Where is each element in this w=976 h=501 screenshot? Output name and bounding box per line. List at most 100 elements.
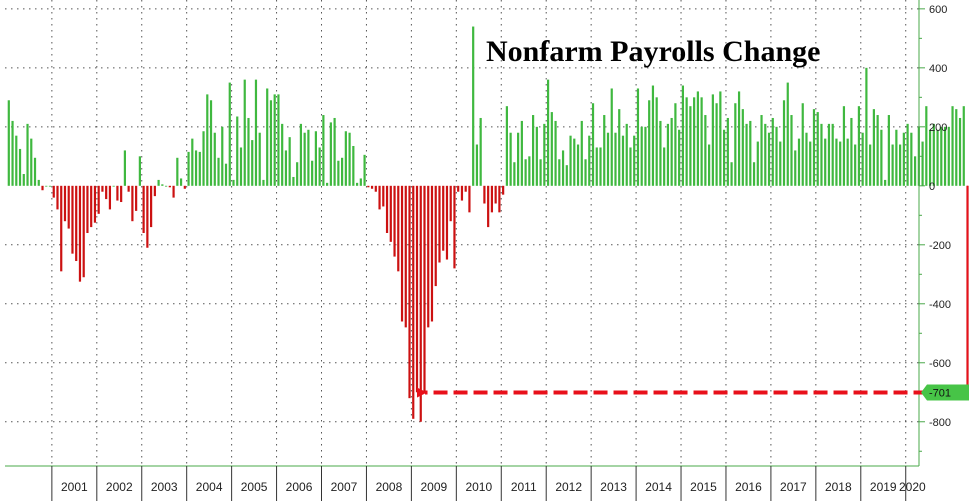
bar <box>299 123 303 186</box>
bar <box>348 132 351 186</box>
bar <box>588 135 591 186</box>
bar <box>26 123 29 186</box>
bar <box>385 185 389 233</box>
bar <box>771 117 774 186</box>
bar <box>187 151 190 186</box>
bar <box>895 129 898 186</box>
bar <box>112 185 115 187</box>
bar <box>606 132 610 186</box>
bar <box>502 185 505 195</box>
bar <box>955 109 958 186</box>
bar <box>723 129 726 186</box>
bar <box>326 182 329 186</box>
bar <box>434 185 437 287</box>
bar <box>33 157 37 186</box>
xtick-label: 2005 <box>241 480 268 494</box>
bar <box>71 185 74 254</box>
bar <box>932 123 935 186</box>
bar <box>749 120 752 186</box>
bar <box>464 185 467 192</box>
bar <box>15 135 18 186</box>
bar <box>655 97 658 186</box>
bar <box>666 123 670 186</box>
bar <box>962 106 965 186</box>
bar <box>872 109 875 186</box>
callout-label: -701 <box>929 388 951 400</box>
xtick-label: 2007 <box>331 480 358 494</box>
bar <box>850 117 853 186</box>
x-axis: 2001 2002 2003 2004 2005 2006 2007 2008 2009 2010… <box>5 465 926 501</box>
ytick-label: 600 <box>929 4 947 16</box>
bar <box>659 120 662 186</box>
bar <box>168 185 171 188</box>
bar <box>75 185 78 262</box>
bar <box>22 174 25 186</box>
bar <box>756 141 759 186</box>
bar <box>37 179 40 186</box>
xtick-label: 2001 <box>61 480 88 494</box>
bar <box>404 185 407 328</box>
callout-tag <box>921 384 969 401</box>
bar <box>146 185 149 248</box>
bar <box>430 185 434 322</box>
bar <box>90 185 93 228</box>
bar <box>423 185 426 393</box>
bar <box>138 156 141 186</box>
bar <box>232 179 235 186</box>
bar <box>269 100 273 186</box>
bar <box>363 154 366 186</box>
bar <box>636 88 640 186</box>
bar <box>355 182 359 186</box>
bar <box>839 141 842 186</box>
bar <box>251 140 254 186</box>
bar <box>370 185 374 189</box>
bar <box>591 103 595 186</box>
bar <box>82 185 85 278</box>
bar <box>105 185 108 200</box>
bar <box>865 67 868 186</box>
bar <box>880 129 883 186</box>
bar <box>906 123 909 186</box>
bar <box>513 162 516 186</box>
bar <box>7 100 10 186</box>
bar <box>730 162 733 186</box>
bar <box>539 159 542 186</box>
bar <box>520 120 523 186</box>
bar <box>913 156 917 186</box>
bar <box>790 115 793 186</box>
bar <box>11 120 14 186</box>
bar <box>509 132 512 186</box>
bar <box>644 126 647 186</box>
bar <box>573 138 576 186</box>
bar <box>236 116 239 186</box>
bar <box>209 100 213 186</box>
bar <box>60 185 63 272</box>
bar <box>835 138 838 186</box>
bar <box>457 185 460 192</box>
bar <box>711 94 714 186</box>
bar <box>876 115 879 186</box>
bar <box>689 106 692 186</box>
bar <box>161 184 164 186</box>
bar <box>498 185 501 213</box>
bar <box>472 26 475 186</box>
bar <box>438 185 441 263</box>
bar <box>928 129 932 186</box>
bar <box>550 112 553 186</box>
bar <box>663 147 666 186</box>
bar <box>899 144 902 186</box>
bar <box>685 97 688 186</box>
bar <box>708 144 711 186</box>
bar <box>958 117 962 186</box>
bar <box>18 148 22 186</box>
bar <box>228 82 231 186</box>
grid-layer <box>5 0 919 466</box>
bar <box>902 132 905 186</box>
bar <box>524 159 527 186</box>
bar <box>213 132 216 186</box>
bar <box>374 185 377 192</box>
bar <box>127 185 130 192</box>
bar <box>831 123 834 186</box>
xtick-label: 2010 <box>465 480 492 494</box>
bar <box>610 88 613 186</box>
